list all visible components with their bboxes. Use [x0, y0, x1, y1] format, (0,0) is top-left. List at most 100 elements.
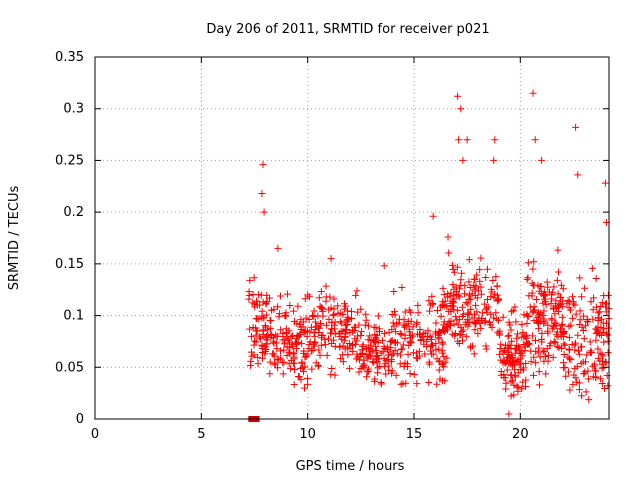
data-point — [424, 333, 432, 341]
data-point — [290, 359, 298, 367]
grid-lines — [95, 57, 609, 419]
data-point — [584, 375, 592, 383]
data-point — [596, 349, 604, 357]
data-point — [307, 323, 315, 331]
data-point — [438, 338, 446, 346]
data-point — [260, 314, 268, 322]
data-point — [257, 291, 265, 299]
data-point — [311, 326, 319, 334]
data-point — [470, 318, 478, 326]
data-point — [540, 307, 548, 315]
data-point — [413, 319, 421, 327]
data-point — [562, 372, 570, 380]
data-point — [471, 285, 479, 293]
data-point — [552, 297, 560, 305]
data-point — [476, 277, 484, 285]
data-point — [296, 331, 304, 339]
data-point — [423, 342, 431, 350]
data-point — [506, 321, 514, 329]
data-point — [424, 327, 432, 335]
data-point — [566, 346, 574, 354]
data-point — [380, 329, 388, 337]
data-point — [536, 381, 543, 389]
data-point — [497, 371, 505, 379]
data-point — [317, 288, 325, 296]
data-point — [598, 379, 606, 387]
data-point — [381, 360, 389, 368]
data-point — [275, 313, 283, 321]
data-point — [516, 347, 524, 355]
data-point — [538, 338, 546, 346]
data-point — [538, 156, 546, 164]
data-point — [290, 307, 298, 315]
data-point — [371, 331, 379, 339]
data-point — [367, 352, 375, 360]
data-point — [541, 291, 549, 299]
data-point — [509, 354, 517, 362]
data-point — [463, 136, 471, 144]
data-point — [290, 381, 298, 389]
data-point — [465, 278, 473, 286]
data-point — [568, 340, 576, 348]
data-point — [370, 358, 378, 366]
data-point — [435, 345, 443, 353]
data-point — [413, 349, 421, 357]
y-tick-label: 0.2 — [63, 205, 84, 220]
data-point — [328, 364, 336, 372]
data-point — [508, 377, 516, 385]
data-point — [457, 276, 465, 284]
data-point — [456, 281, 464, 289]
data-point — [569, 314, 577, 322]
data-point — [496, 327, 504, 335]
data-point — [598, 299, 606, 307]
data-point — [555, 344, 563, 352]
data-point — [515, 343, 523, 351]
data-point — [444, 233, 452, 241]
data-point — [249, 291, 257, 299]
data-point — [319, 305, 327, 313]
data-point — [532, 296, 540, 304]
data-point — [507, 345, 515, 353]
data-point — [258, 341, 266, 349]
data-point — [484, 303, 492, 311]
data-point — [267, 317, 275, 325]
data-point — [340, 300, 348, 308]
data-point — [445, 308, 453, 316]
data-point — [393, 320, 401, 328]
data-point — [295, 373, 303, 381]
data-point — [283, 343, 291, 351]
data-point — [518, 320, 526, 328]
data-point — [306, 328, 314, 336]
data-point — [338, 319, 346, 327]
data-point — [549, 305, 557, 313]
data-point — [392, 328, 400, 336]
data-point — [559, 285, 567, 293]
data-point — [325, 315, 333, 323]
data-point — [505, 352, 513, 360]
data-point — [504, 348, 512, 356]
data-point — [250, 274, 258, 282]
data-point — [300, 347, 308, 355]
x-tick-label: 15 — [406, 427, 423, 442]
data-point — [540, 315, 548, 323]
data-point — [581, 358, 589, 366]
data-point — [466, 283, 474, 291]
data-point — [594, 345, 602, 353]
data-point — [462, 333, 470, 341]
data-point — [598, 364, 606, 372]
y-tick-label: 0.1 — [63, 309, 84, 324]
data-point — [267, 330, 275, 338]
data-point — [595, 314, 603, 322]
data-point — [436, 357, 444, 365]
data-point — [468, 314, 476, 322]
data-point — [348, 315, 356, 323]
data-point — [266, 325, 274, 333]
data-point — [580, 312, 588, 320]
data-point — [604, 337, 612, 345]
data-point — [435, 366, 443, 374]
data-point — [578, 343, 586, 351]
data-point — [550, 338, 558, 346]
data-point — [327, 371, 335, 379]
data-point — [247, 357, 255, 365]
data-point — [372, 334, 380, 342]
